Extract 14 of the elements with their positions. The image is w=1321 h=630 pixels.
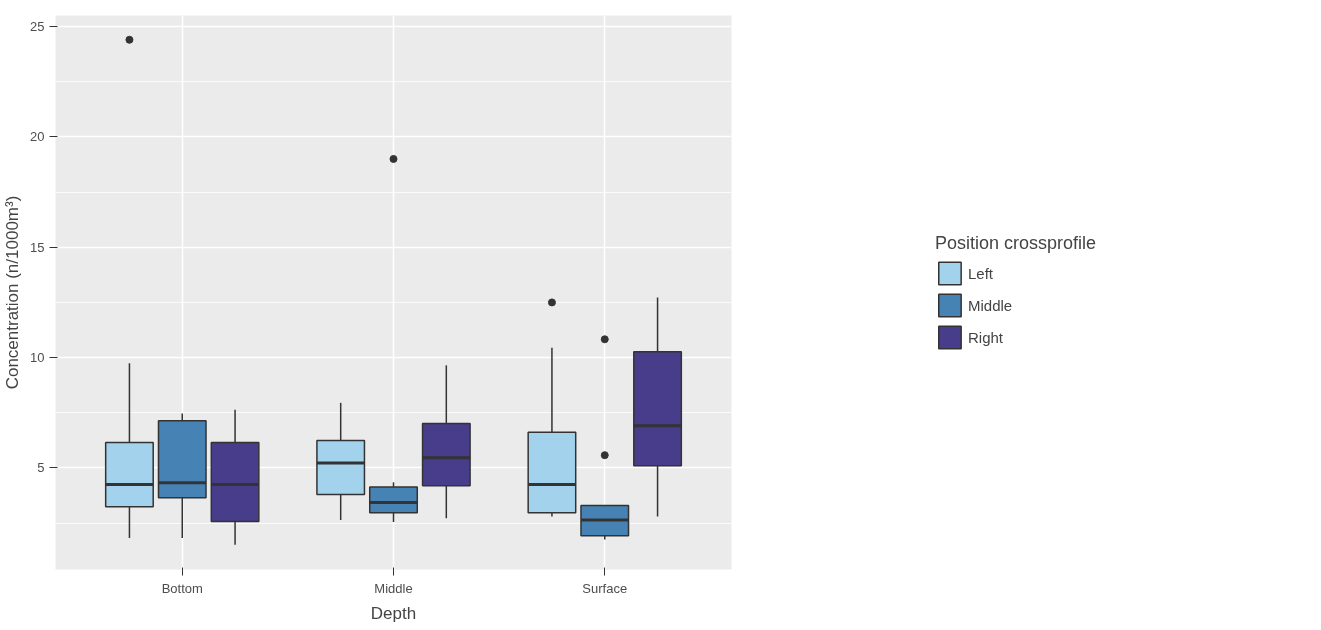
y-tick-label: 10 xyxy=(30,350,45,366)
x-tick-label: Bottom xyxy=(161,580,203,596)
y-tick-label: 20 xyxy=(30,129,45,145)
legend-label: Right xyxy=(967,328,1003,346)
legend-label: Left xyxy=(967,264,993,282)
x-axis-title: Depth xyxy=(370,603,417,623)
x-tick-label: Surface xyxy=(582,580,628,596)
legend-title: Position crossprofile xyxy=(934,233,1097,254)
y-tick-label: 5 xyxy=(37,460,45,476)
legend-label: Middle xyxy=(967,296,1013,314)
y-tick-label: 25 xyxy=(30,19,45,35)
y-tick-label: 15 xyxy=(30,239,45,255)
x-tick-label: Middle xyxy=(374,580,413,596)
y-axis-title: Concentration (n/1000m³) xyxy=(3,195,23,390)
